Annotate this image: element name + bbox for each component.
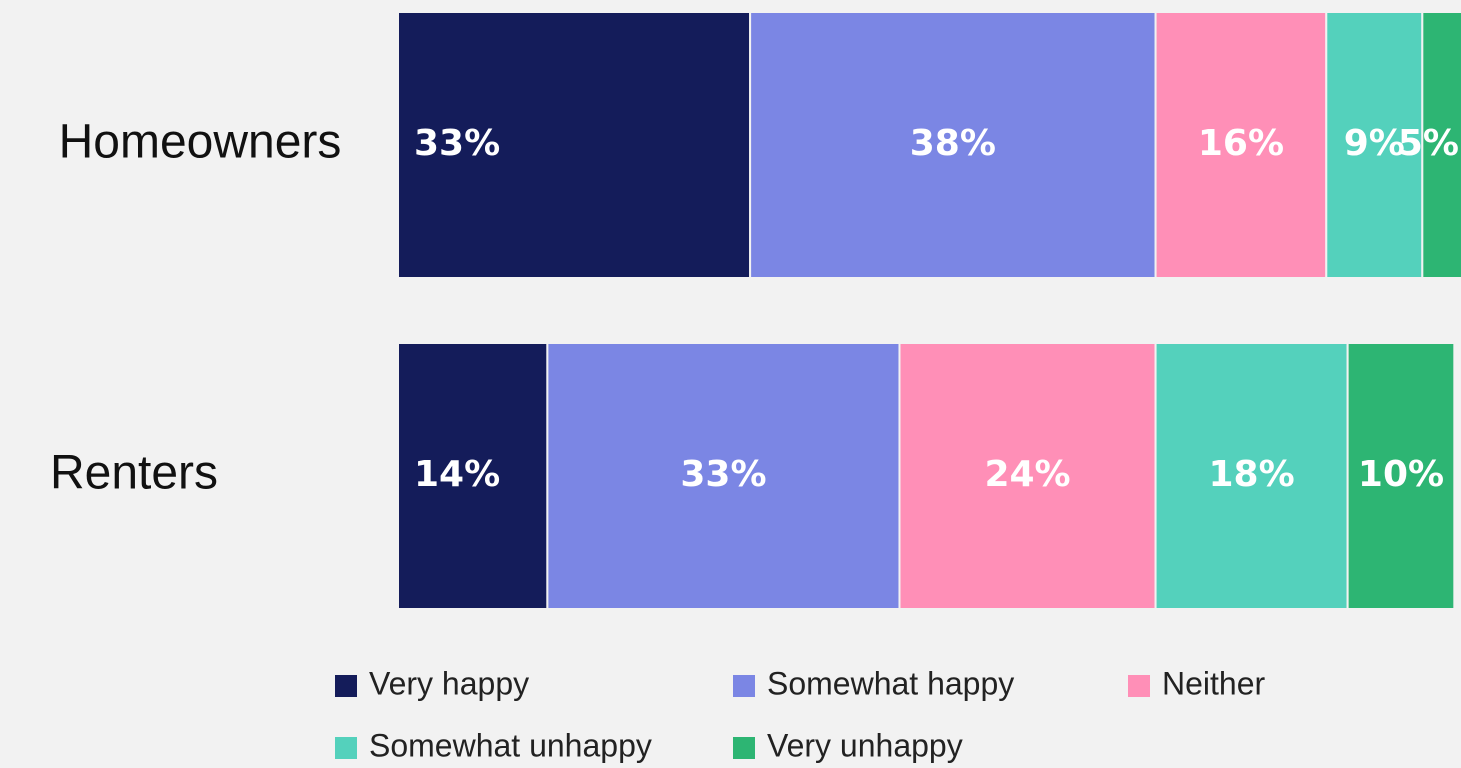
legend-swatch: [1128, 675, 1150, 697]
bar-segment: [546, 342, 901, 610]
legend-swatch: [733, 737, 755, 759]
category-label: Renters: [50, 447, 218, 500]
bar-segment: [1421, 11, 1461, 279]
legend-swatch: [335, 675, 357, 697]
value-label: 10%: [1358, 454, 1444, 495]
value-label: 9%: [1344, 123, 1405, 164]
bar-segment: [1346, 342, 1456, 610]
legend-label: Somewhat unhappy: [369, 727, 652, 763]
value-label: 14%: [414, 454, 500, 495]
legend-swatch: [733, 675, 755, 697]
value-label: 38%: [910, 123, 996, 164]
legend-label: Very happy: [369, 665, 529, 701]
legend-label: Somewhat happy: [767, 665, 1014, 701]
bar-segment: [397, 342, 549, 610]
legend-label: Neither: [1162, 665, 1266, 701]
legend-label: Very unhappy: [767, 727, 963, 763]
value-label: 33%: [680, 454, 766, 495]
bar-segment: [749, 11, 1157, 279]
value-label: 18%: [1209, 454, 1295, 495]
value-label: 33%: [414, 123, 500, 164]
value-label: 24%: [984, 454, 1070, 495]
bar-segment: [1325, 11, 1424, 279]
bar-segment: [397, 11, 752, 279]
legend-swatch: [335, 737, 357, 759]
value-label: 5%: [1398, 123, 1459, 164]
category-label: Homeowners: [59, 116, 342, 169]
bar-segment: [1154, 11, 1328, 279]
value-label: 16%: [1198, 123, 1284, 164]
bar-segment: [898, 342, 1157, 610]
